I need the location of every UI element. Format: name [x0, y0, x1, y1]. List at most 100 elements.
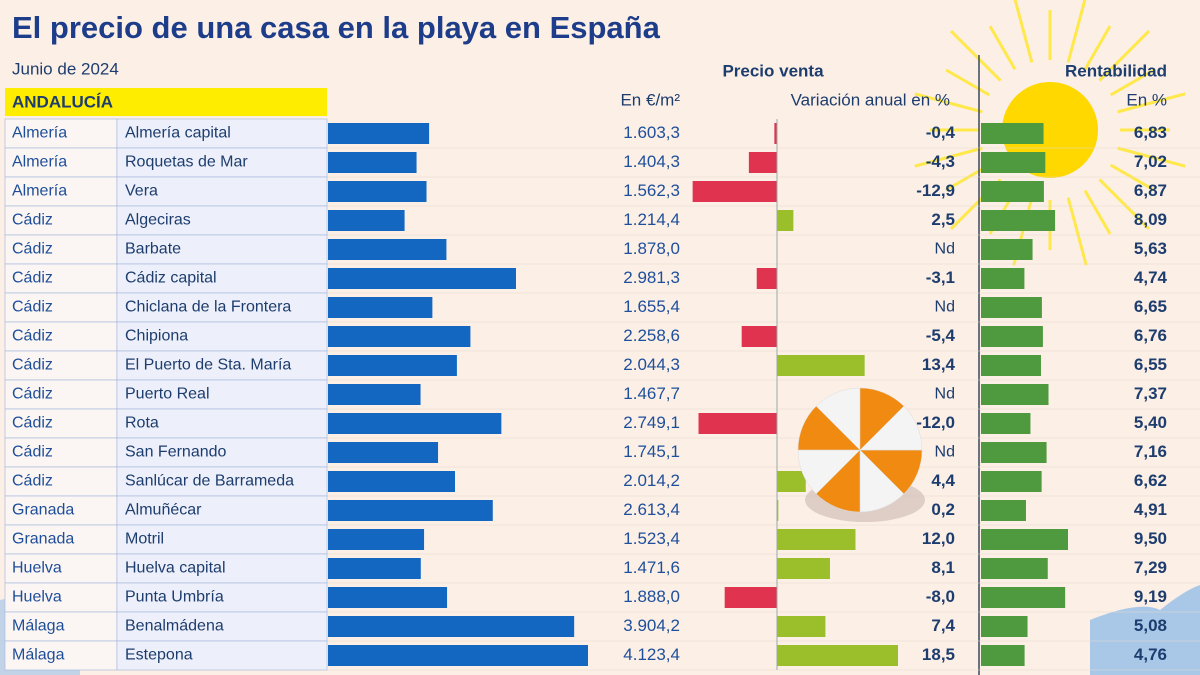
province-cell — [4, 553, 118, 584]
province: Cádiz — [12, 212, 53, 229]
province-cell — [4, 147, 118, 178]
province: Huelva — [12, 589, 62, 606]
city: Almuñécar — [125, 502, 202, 519]
variation-bar — [692, 181, 777, 202]
yield-bar — [981, 645, 1025, 666]
price-bar — [328, 645, 588, 666]
yield-bar — [981, 442, 1047, 463]
variation-label: 7,4 — [931, 616, 955, 635]
yield-label: 4,74 — [1134, 268, 1168, 287]
province: Cádiz — [12, 328, 53, 345]
variation-label: 2,5 — [931, 210, 955, 229]
price-bar — [328, 500, 493, 521]
price-unit: En €/m² — [620, 90, 680, 109]
city-cell — [116, 118, 328, 149]
province: Almería — [12, 125, 67, 142]
yield-label: 6,55 — [1134, 355, 1167, 374]
variation-label: 4,4 — [931, 471, 955, 490]
yield-bar — [981, 587, 1066, 608]
province-cell — [4, 350, 118, 381]
price-bar — [328, 152, 417, 173]
city-cell — [116, 553, 328, 584]
variation-bar — [777, 616, 826, 637]
variation-label: 13,4 — [922, 355, 956, 374]
price-bar — [328, 384, 421, 405]
city: Motril — [125, 531, 164, 548]
province: Málaga — [12, 618, 65, 635]
province: Cádiz — [12, 241, 53, 258]
city: Almería capital — [125, 125, 231, 142]
yield-label: 6,87 — [1134, 181, 1167, 200]
variation-bar — [724, 587, 777, 608]
yield-bar — [981, 239, 1033, 260]
price-label: 1.603,3 — [623, 123, 680, 142]
sun-ray — [1109, 68, 1155, 97]
city: Algeciras — [125, 212, 191, 229]
rows: Almería Almería capital 1.603,3 -0,4 6,83 Alm… — [4, 118, 1200, 671]
price-label: 1.471,6 — [623, 558, 680, 577]
city-cell — [116, 321, 328, 352]
province: Almería — [12, 183, 67, 200]
umbrella — [797, 387, 925, 522]
province: Cádiz — [12, 357, 53, 374]
city-cell — [116, 640, 328, 671]
city: Cádiz capital — [125, 270, 217, 287]
yield-bar — [981, 616, 1028, 637]
price-label: 1.655,4 — [623, 297, 680, 316]
province: Cádiz — [12, 444, 53, 461]
province: Huelva — [12, 560, 62, 577]
yield-heading: Rentabilidad — [1065, 61, 1167, 80]
variation-label: 12,0 — [922, 529, 955, 548]
province: Cádiz — [12, 270, 53, 287]
sun-ray — [1117, 146, 1186, 168]
city-cell — [116, 611, 328, 642]
variation-label: Nd — [935, 444, 955, 461]
yield-bar — [981, 471, 1042, 492]
city: Chiclana de la Frontera — [125, 299, 291, 316]
yield-bar — [981, 326, 1043, 347]
city: Punta Umbría — [125, 589, 224, 606]
variation-bar — [698, 413, 777, 434]
province-cell — [4, 234, 118, 265]
province-cell — [4, 582, 118, 613]
yield-label: 5,08 — [1134, 616, 1167, 635]
sun-ray — [1098, 178, 1151, 231]
price-bar — [328, 297, 433, 318]
province: Almería — [12, 154, 67, 171]
region-box — [5, 88, 327, 116]
price-bar — [328, 587, 448, 608]
variation-label: -0,4 — [926, 123, 956, 142]
yield-unit: En % — [1126, 90, 1167, 109]
price-label: 2.613,4 — [623, 500, 680, 519]
price-label: 2.981,3 — [623, 268, 680, 287]
city-cell — [116, 495, 328, 526]
yield-bar — [981, 123, 1044, 144]
variation-label: 18,5 — [922, 645, 955, 664]
yield-bar — [981, 268, 1025, 289]
variation-label: Nd — [935, 386, 955, 403]
city: Benalmádena — [125, 618, 224, 635]
price-label: 1.214,4 — [623, 210, 680, 229]
province-cell — [4, 408, 118, 439]
variation-bar — [777, 355, 865, 376]
yield-label: 9,50 — [1134, 529, 1167, 548]
yield-bar — [981, 413, 1031, 434]
variation-bar — [777, 471, 806, 492]
price-label: 1.523,4 — [623, 529, 680, 548]
yield-label: 7,37 — [1134, 384, 1167, 403]
yield-label: 9,19 — [1134, 587, 1167, 606]
yield-label: 6,62 — [1134, 471, 1167, 490]
title: El precio de una casa en la playa en Esp… — [12, 10, 661, 45]
price-bar — [328, 471, 456, 492]
city-cell — [116, 350, 328, 381]
province-cell — [4, 495, 118, 526]
province: Cádiz — [12, 299, 53, 316]
sun-ray — [1083, 25, 1112, 71]
variation-label: 8,1 — [931, 558, 955, 577]
price-bar — [328, 616, 575, 637]
yield-bar — [981, 355, 1041, 376]
subtitle: Junio de 2024 — [12, 59, 119, 78]
yield-label: 6,76 — [1134, 326, 1167, 345]
yield-label: 8,09 — [1134, 210, 1167, 229]
city-cell — [116, 408, 328, 439]
